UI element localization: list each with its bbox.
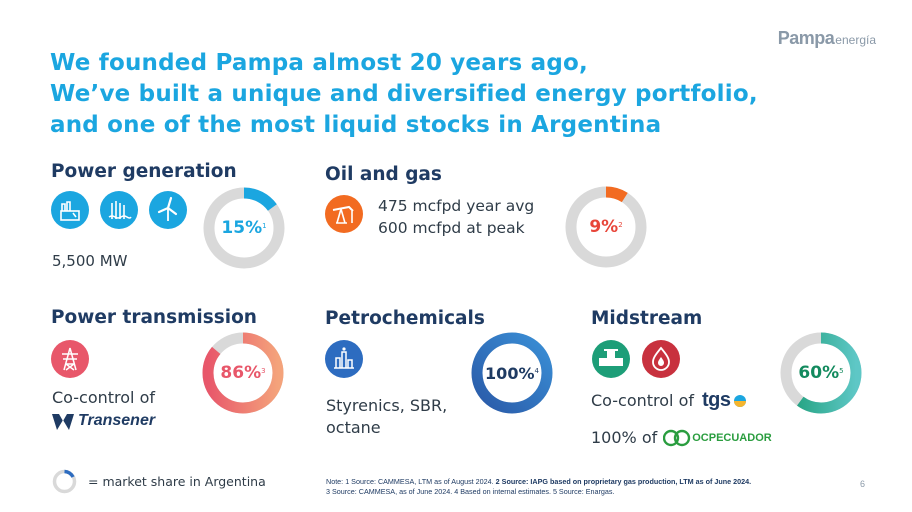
oil-gas-share-ring xyxy=(565,186,647,268)
power-generation-share-label: 15% 1 xyxy=(201,185,287,271)
oil-gas-share-value: 9% xyxy=(589,217,619,237)
petrochemicals-share-value: 100% xyxy=(485,363,535,383)
midstream-tgs-row: Co-control of tgs xyxy=(591,389,747,412)
logo-sub: energía xyxy=(835,33,876,47)
petrochemicals-share-label: 100% 4 xyxy=(469,330,555,416)
power-transmission-share-label: 86% 3 xyxy=(200,330,286,416)
petrochemicals-products: Styrenics, SBR, octane xyxy=(326,395,447,439)
midstream-share-ring xyxy=(780,332,862,414)
ocp-ecuador-name: OCPECUADOR xyxy=(692,432,772,444)
midstream-share-note: 5 xyxy=(839,367,844,375)
footnote-label: Note: xyxy=(326,477,344,486)
power-generation-share-donut: 15% 1 xyxy=(201,185,287,271)
midstream-share-value: 60% xyxy=(798,363,840,383)
oil-gas-share-label: 9% 2 xyxy=(563,184,649,270)
power-transmission-share-ring xyxy=(202,332,284,414)
page-number: 6 xyxy=(860,479,866,489)
footnote-1: 1 Source: CAMMESA, LTM as of August 2024… xyxy=(345,477,494,486)
transener-mark-icon xyxy=(52,414,74,430)
petrochemicals-share-donut: 100% 4 xyxy=(469,330,555,416)
ocp-ecuador-logo: OCPECUADOR xyxy=(663,428,772,448)
headline-line-1: We founded Pampa almost 20 years ago, xyxy=(50,50,588,76)
legend-text: = market share in Argentina xyxy=(88,474,266,489)
tgs-mark-icon xyxy=(733,394,746,407)
footnote-2: 2 Source: IAPG based on proprietary gas … xyxy=(495,477,752,486)
petrochemicals-share-note: 4 xyxy=(534,367,539,375)
footnotes-line-1: Note: 1 Source: CAMMESA, LTM as of Augus… xyxy=(326,477,751,487)
footnotes-line-2: 3 Source: CAMMESA, as of June 2024. 4 Ba… xyxy=(326,487,751,497)
power-generation-share-ring xyxy=(203,187,285,269)
midstream-ownership-label: 100% of xyxy=(591,428,658,447)
petrochemicals-title: Petrochemicals xyxy=(325,308,485,329)
footnote-5: 5 Source: Enargas. xyxy=(552,486,615,496)
midstream-ocp-row: 100% of OCPECUADOR xyxy=(591,427,772,449)
logo-brand: Pampa xyxy=(777,28,835,48)
power-generation-capacity: 5,500 MW xyxy=(52,252,128,270)
oil-pump-icon xyxy=(325,195,363,233)
midstream-control-label: Co-control of xyxy=(591,390,694,410)
power-generation-title: Power generation xyxy=(51,161,237,182)
tgs-name: tgs xyxy=(702,389,731,411)
power-transmission-share-value: 86% xyxy=(220,363,262,383)
oil-gas-share-note: 2 xyxy=(618,221,623,229)
oil-gas-stats: 475 mcfpd year avg 600 mcfpd at peak xyxy=(378,195,534,239)
petrochemicals-line-2: octane xyxy=(326,418,381,437)
power-transmission-share-donut: 86% 3 xyxy=(200,330,286,416)
headline: We founded Pampa almost 20 years ago, We… xyxy=(50,48,758,141)
transener-name: Transener xyxy=(78,412,156,429)
midstream-title: Midstream xyxy=(591,308,703,329)
gas-flame-icon xyxy=(642,340,680,378)
midstream-share-donut: 60% 5 xyxy=(778,330,864,416)
power-transmission-share-note: 3 xyxy=(261,367,266,375)
footnote-4: 4 Based on internal estimates. xyxy=(454,486,551,496)
thermal-plant-icon xyxy=(51,191,89,229)
power-generation-share-note: 1 xyxy=(262,222,267,230)
power-transmission-title: Power transmission xyxy=(51,307,257,328)
transmission-tower-icon xyxy=(51,340,89,378)
pipeline-valve-icon xyxy=(592,340,630,378)
transener-logo: Transener xyxy=(52,410,155,432)
oil-gas-title: Oil and gas xyxy=(325,164,442,185)
petrochemicals-line-1: Styrenics, SBR, xyxy=(326,396,448,415)
legend-donut-icon xyxy=(52,469,77,494)
oil-gas-share-donut: 9% 2 xyxy=(563,184,649,270)
power-transmission-control-label: Co-control of xyxy=(52,388,155,407)
headline-line-2: We’ve built a unique and diversified ene… xyxy=(50,81,758,107)
wind-turbine-icon xyxy=(149,191,187,229)
oil-gas-year-avg: 475 mcfpd year avg xyxy=(378,197,535,215)
oil-gas-peak: 600 mcfpd at peak xyxy=(378,219,525,237)
pampa-energia-logo: Pampaenergía xyxy=(778,28,876,49)
footnotes: Note: 1 Source: CAMMESA, LTM as of Augus… xyxy=(326,477,751,496)
power-generation-share-value: 15% xyxy=(221,218,263,238)
headline-line-3: and one of the most liquid stocks in Arg… xyxy=(50,112,662,138)
ocp-mark-icon xyxy=(663,429,691,447)
midstream-share-label: 60% 5 xyxy=(778,330,864,416)
hydro-dam-icon xyxy=(100,191,138,229)
tgs-logo: tgs xyxy=(702,389,747,412)
petrochemicals-share-ring xyxy=(471,332,553,414)
petrochemical-plant-icon xyxy=(325,340,363,378)
footnote-3: 3 Source: CAMMESA, as of June 2024. xyxy=(326,486,453,496)
